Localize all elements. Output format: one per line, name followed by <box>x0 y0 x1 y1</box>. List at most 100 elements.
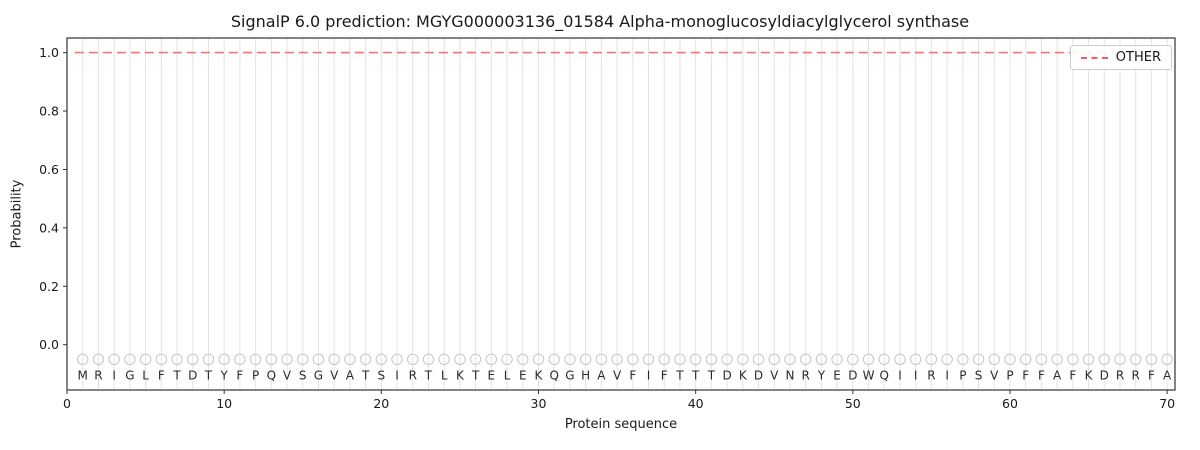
residue-marker <box>1145 353 1158 366</box>
y-tick-label: 1.0 <box>39 45 59 60</box>
residue-marker <box>454 353 466 366</box>
residue-marker <box>202 353 215 366</box>
residue-marker <box>1082 353 1095 366</box>
residue-marker <box>328 353 340 366</box>
residue-marker <box>988 353 1001 366</box>
x-tick-label: 30 <box>531 396 547 411</box>
residue-marker <box>218 353 230 366</box>
residue-marker <box>674 353 686 366</box>
gridlines <box>82 38 1168 390</box>
y-tick-label: 0.0 <box>39 337 59 352</box>
x-tick-label: 50 <box>845 396 861 411</box>
residue-marker <box>234 353 246 366</box>
residue-letter: A <box>346 368 355 382</box>
residue-marker <box>972 353 985 366</box>
residue-marker <box>941 353 953 366</box>
residue-marker <box>721 353 733 366</box>
x-tick-label: 10 <box>216 396 232 411</box>
residue-marker <box>407 353 419 366</box>
residue-marker <box>1129 353 1142 366</box>
residue-letter: L <box>504 368 511 382</box>
residue-marker <box>658 353 670 366</box>
residue-marker <box>689 353 702 366</box>
residue-letter: I <box>395 368 399 382</box>
residue-letter: F <box>236 368 243 382</box>
residue-marker <box>155 353 168 366</box>
residue-letter: N <box>785 368 794 382</box>
residue-marker <box>878 353 890 366</box>
residue-marker <box>768 353 780 366</box>
residue-letter: T <box>707 368 716 382</box>
residue-marker <box>894 353 906 366</box>
residue-marker <box>76 353 89 366</box>
residue-letter: I <box>647 368 651 382</box>
residue-letter: I <box>914 368 918 382</box>
residue-marker <box>422 353 435 366</box>
residue-marker <box>1051 353 1063 366</box>
residue-letter: K <box>535 368 544 382</box>
residue-marker <box>627 353 639 366</box>
residue-letter: L <box>441 368 448 382</box>
residue-letter: T <box>675 368 684 382</box>
residue-letter: A <box>1163 368 1172 382</box>
residue-letter: D <box>722 368 731 382</box>
residue-marker <box>344 353 356 366</box>
residue-letter: E <box>519 368 527 382</box>
residue-marker <box>485 353 498 366</box>
residue-letter: V <box>770 368 779 382</box>
x-axis-ticks: 0 10 20 30 40 50 60 70 <box>63 390 1175 411</box>
y-axis-ticks: 0.0 0.2 0.4 0.6 0.8 1.0 <box>39 45 67 352</box>
residue-marker <box>108 353 120 366</box>
residue-marker <box>737 353 749 366</box>
residue-marker <box>1035 353 1048 366</box>
residue-marker <box>815 353 828 366</box>
residue-letter: F <box>1038 368 1045 382</box>
residue-letter: R <box>94 368 102 382</box>
residue-marker <box>532 353 545 366</box>
legend-dashed-line-icon <box>1080 56 1108 59</box>
residue-letter: Y <box>219 368 228 382</box>
residue-marker <box>1161 353 1173 366</box>
residue-marker <box>249 353 262 366</box>
residue-marker <box>296 353 309 366</box>
residue-letter: S <box>378 368 386 382</box>
residue-letter: Y <box>817 368 826 382</box>
residue-marker <box>501 353 513 366</box>
residue-marker <box>925 353 938 366</box>
residue-marker <box>92 353 105 366</box>
residue-marker <box>186 353 199 366</box>
residue-letter: D <box>754 368 763 382</box>
residue-marker <box>1067 353 1079 366</box>
residue-letter: Q <box>267 368 276 382</box>
residue-letter: S <box>975 368 983 382</box>
residue-letter: V <box>330 368 339 382</box>
x-axis-label: Protein sequence <box>564 417 678 432</box>
residue-marker <box>705 353 718 366</box>
residue-letter: P <box>959 368 966 382</box>
residue-marker <box>124 353 136 366</box>
residue-letter: F <box>1022 368 1029 382</box>
residue-marker <box>1098 353 1111 366</box>
residue-marker <box>265 353 278 366</box>
residue-letter: I <box>112 368 116 382</box>
residue-letter: F <box>629 368 636 382</box>
residue-letter: R <box>1116 368 1124 382</box>
residue-marker <box>281 353 293 366</box>
residue-letter: V <box>613 368 622 382</box>
residue-letter: G <box>565 368 574 382</box>
residue-marker <box>564 353 576 366</box>
residue-marker <box>595 353 608 366</box>
residue-letter: K <box>1085 368 1094 382</box>
residue-letter: Q <box>549 368 558 382</box>
y-tick-label: 0.8 <box>39 104 59 119</box>
chart-title: SignalP 6.0 prediction: MGYG000003136_01… <box>230 12 970 31</box>
x-tick-label: 70 <box>1159 396 1175 411</box>
residue-letter: R <box>1132 368 1140 382</box>
residue-letter: D <box>1100 368 1109 382</box>
x-tick-label: 20 <box>373 396 389 411</box>
residue-marker <box>642 353 655 366</box>
y-tick-label: 0.4 <box>39 220 59 235</box>
residue-marker <box>799 353 812 366</box>
